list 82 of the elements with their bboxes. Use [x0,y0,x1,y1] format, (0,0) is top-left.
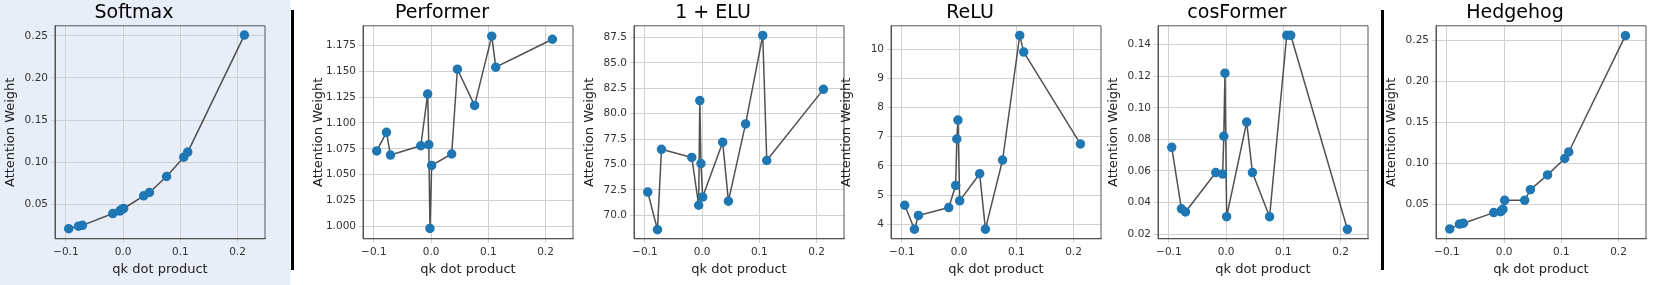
y-tick-label: 0.05 [1405,197,1429,210]
x-axis-title: qk dot product [112,260,208,276]
chart-title: Softmax [94,0,174,23]
x-tick-label: −0.1 [889,244,915,257]
y-tick-label: 85.0 [603,55,627,68]
x-tick-label: −0.1 [632,244,658,257]
x-tick-label: 0.0 [693,244,711,257]
y-tick-label: 0.04 [1127,195,1152,208]
y-tick-label: 1.025 [325,193,356,206]
x-tick-label: 0.1 [479,244,497,257]
x-tick-label: −0.1 [1434,244,1460,257]
x-tick-label: 0.0 [1495,244,1513,257]
x-tick-label: 0.1 [750,244,768,257]
x-tick-label: 0.1 [1007,244,1025,257]
y-tick-label: 1.125 [325,89,356,102]
y-axis-title: Attention Weight [310,77,326,188]
x-tick-label: 0.1 [171,244,189,257]
x-axis-title: qk dot product [948,260,1044,276]
y-tick-label: 1.000 [325,219,356,232]
x-tick-label: −0.1 [53,244,79,257]
y-axis-title: Attention Weight [838,77,854,188]
y-tick-label: 82.5 [603,81,627,94]
y-tick-label: 87.5 [603,30,627,43]
y-tick-label: 0.06 [1127,163,1152,176]
y-axis-title: Attention Weight [2,77,18,188]
x-axis-title: qk dot product [1493,260,1589,276]
x-tick-label: 0.0 [114,244,132,257]
y-tick-label: 0.12 [1127,69,1151,82]
chart-title: Performer [394,0,490,23]
y-tick-label: 1.075 [325,141,356,154]
y-tick-label: 0.02 [1127,226,1151,239]
y-tick-label: 10 [870,41,884,54]
y-tick-label: 75.0 [603,157,627,170]
y-tick-label: 1.050 [325,167,356,180]
x-tick-label: 0.1 [1274,244,1292,257]
y-tick-label: 0.25 [24,28,48,41]
y-tick-label: 72.5 [603,182,627,195]
y-tick-label: 1.175 [325,38,356,51]
x-tick-label: 0.1 [1552,244,1570,257]
y-tick-label: 0.25 [1405,33,1429,46]
y-tick-label: 0.14 [1127,37,1152,50]
y-tick-label: 77.5 [603,131,627,144]
y-tick-label: 8 [877,100,884,113]
chart-title: 1 + ELU [675,0,751,23]
y-tick-label: 0.15 [24,112,48,125]
x-tick-label: 0.2 [1610,244,1627,257]
chart-title: Hedgehog [1466,0,1564,23]
x-tick-label: 0.2 [1065,244,1082,257]
x-tick-label: 0.0 [422,244,440,257]
x-tick-label: 0.0 [950,244,968,257]
x-tick-label: −0.1 [361,244,387,257]
y-tick-label: 1.100 [325,115,356,128]
y-tick-label: 0.05 [24,197,48,210]
y-tick-label: 0.15 [1405,115,1429,128]
y-tick-label: 0.20 [24,70,48,83]
x-tick-label: 0.0 [1217,244,1235,257]
y-tick-label: 0.10 [1405,156,1429,169]
x-axis-title: qk dot product [691,260,787,276]
y-tick-label: 0.08 [1127,132,1151,145]
y-axis-title: Attention Weight [1383,77,1399,188]
y-tick-label: 6 [877,158,885,171]
x-tick-label: 0.2 [229,244,246,257]
x-tick-label: 0.2 [1332,244,1349,257]
y-tick-label: 80.0 [603,106,627,119]
x-tick-label: 0.2 [537,244,554,257]
x-tick-label: −0.1 [1156,244,1182,257]
y-tick-label: 0.20 [1405,74,1429,87]
x-axis-title: qk dot product [1215,260,1311,276]
y-tick-label: 5 [877,187,884,200]
chart-title: cosFormer [1187,0,1287,23]
y-axis-title: Attention Weight [1105,77,1121,188]
y-tick-label: 1.150 [325,64,356,77]
y-tick-label: 70.0 [603,208,627,221]
x-axis-title: qk dot product [420,260,516,276]
y-tick-label: 0.10 [1127,100,1151,113]
y-axis-title: Attention Weight [581,77,597,188]
y-tick-label: 7 [877,129,884,142]
y-tick-label: 9 [877,71,884,84]
x-tick-label: 0.2 [808,244,825,257]
y-tick-label: 4 [877,216,885,229]
y-tick-label: 0.10 [24,154,48,167]
chart-title: ReLU [946,0,994,23]
